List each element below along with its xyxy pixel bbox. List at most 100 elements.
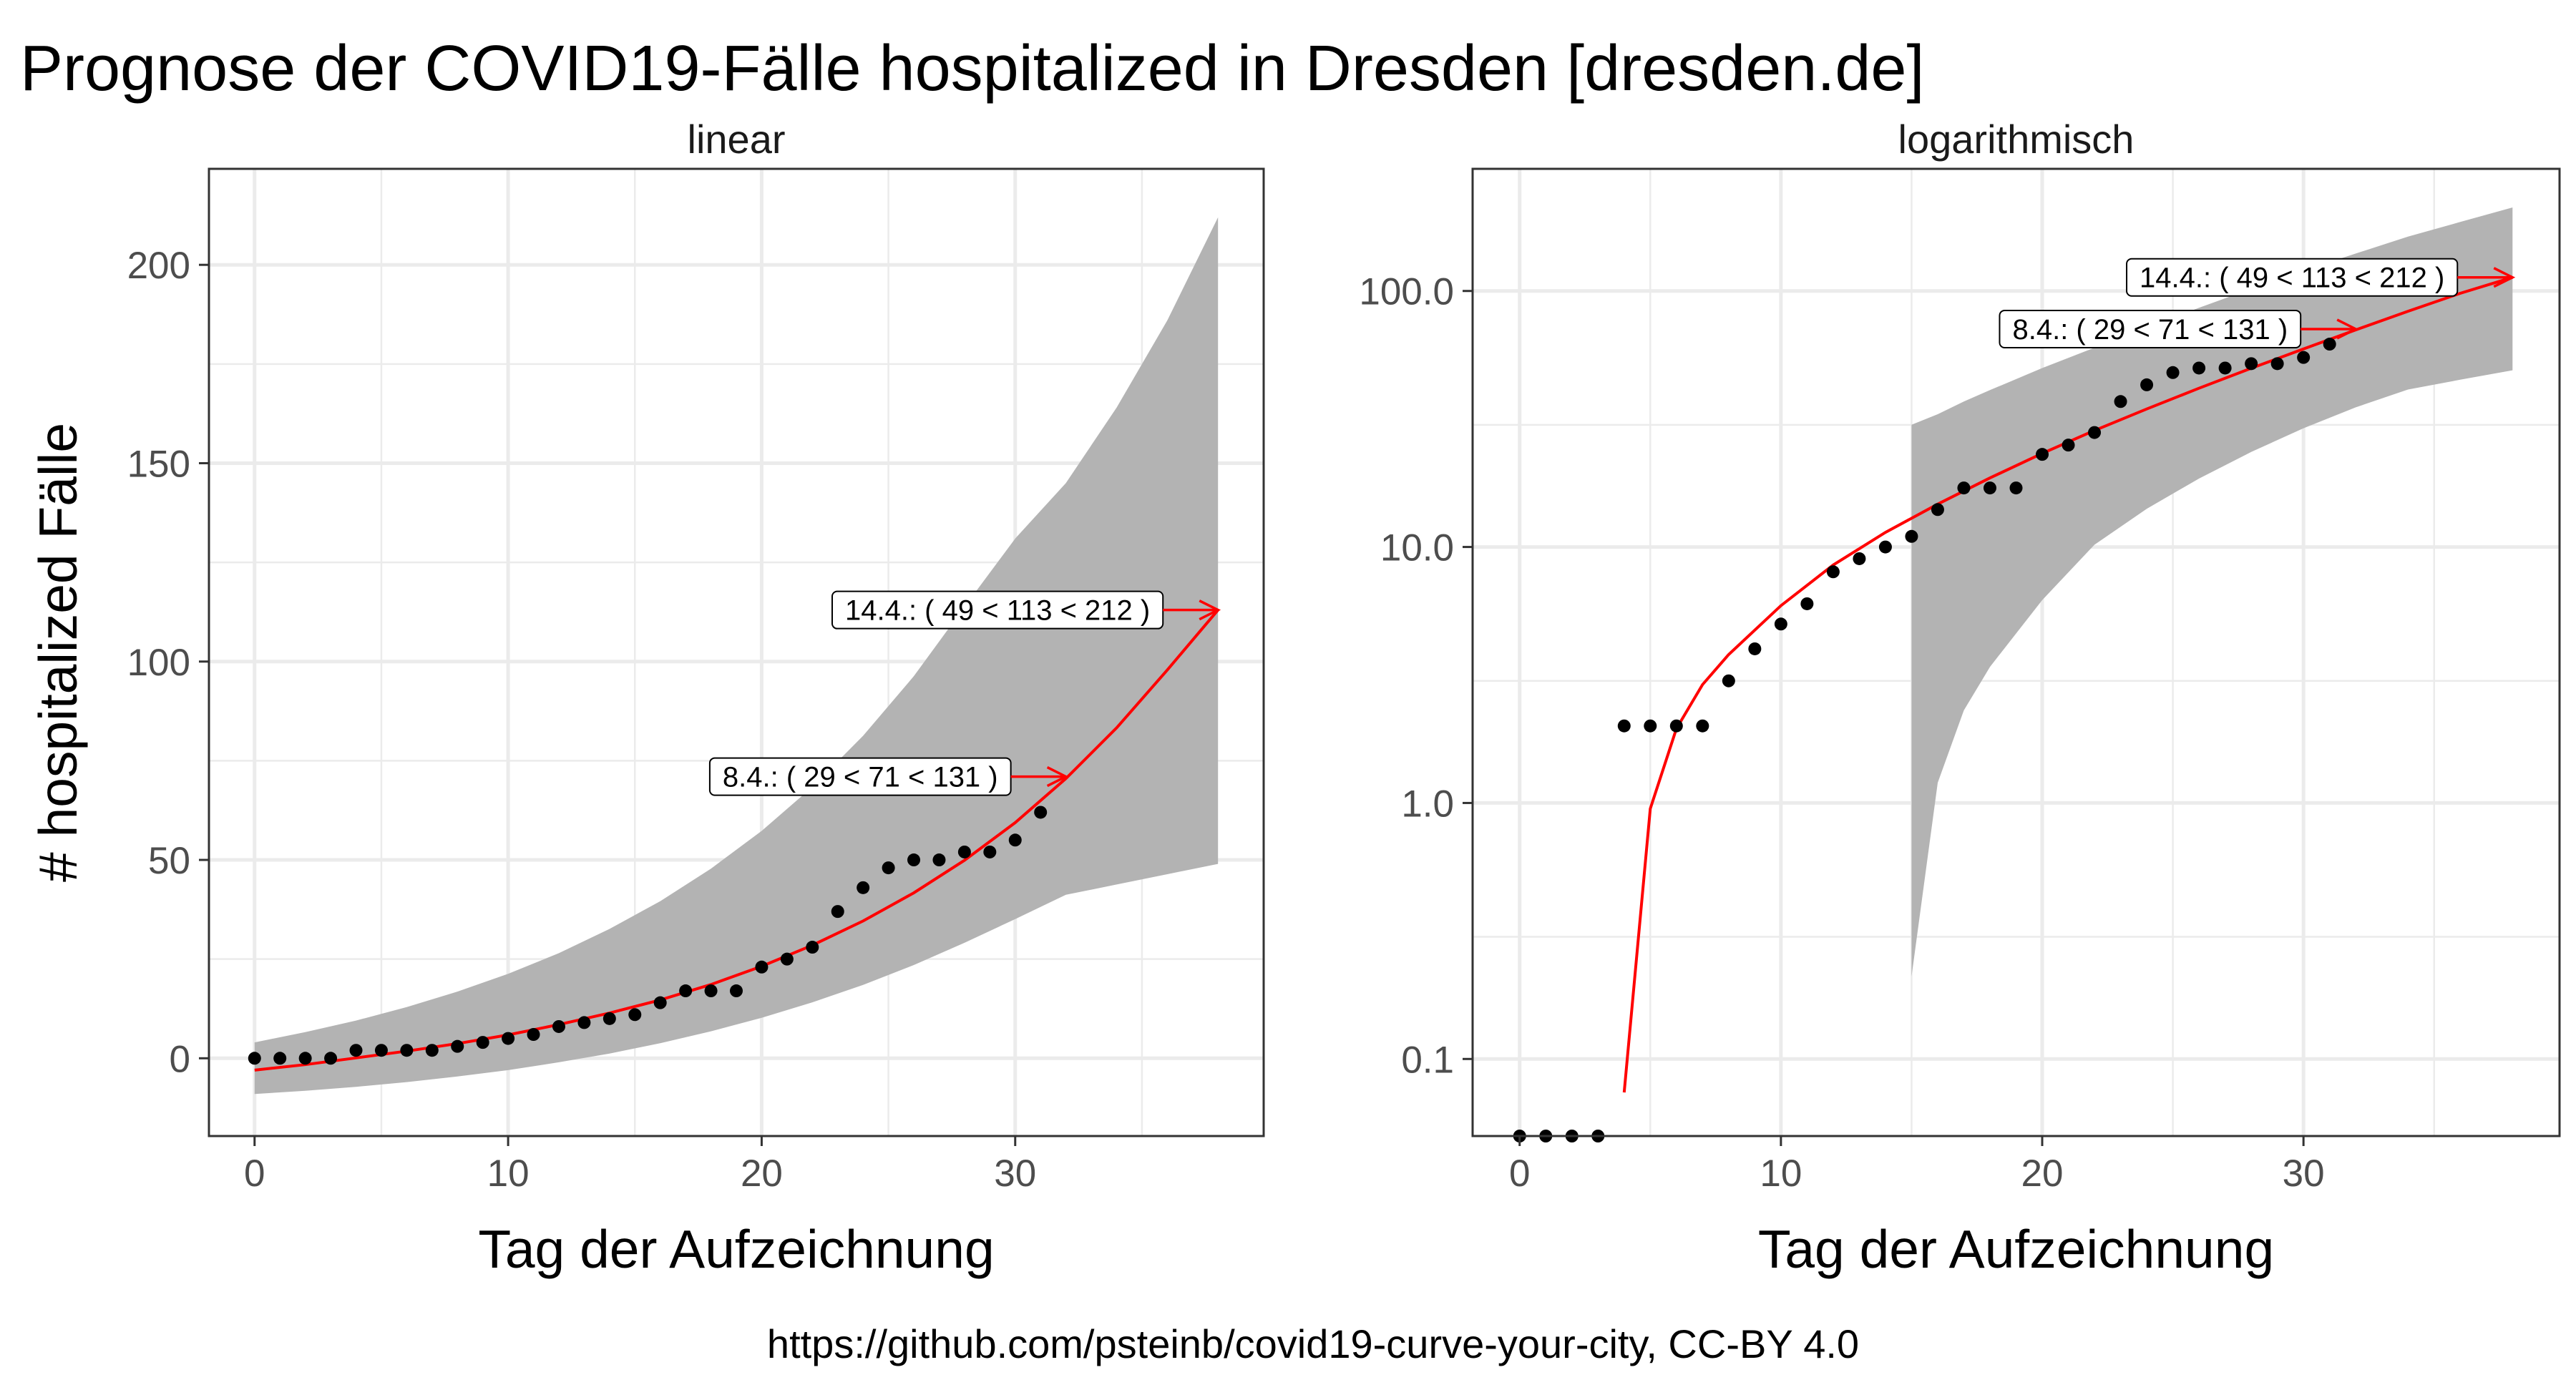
data-point <box>2140 378 2154 391</box>
data-point <box>2036 448 2049 461</box>
data-point <box>2245 357 2258 371</box>
data-point <box>324 1052 338 1065</box>
annotation-label: 8.4.: ( 29 < 71 < 131 ) <box>2012 314 2288 346</box>
y-tick-label: 0.1 <box>1401 1039 1454 1081</box>
annotation-label: 14.4.: ( 49 < 113 < 212 ) <box>2140 263 2444 294</box>
panel-border <box>1471 167 2561 1137</box>
x-axis-title: Tag der Aufzeichnung <box>478 1219 994 1279</box>
data-point <box>907 853 921 867</box>
y-tick-label: 200 <box>127 245 190 287</box>
data-point <box>2062 439 2075 452</box>
data-point <box>602 1012 616 1025</box>
data-point <box>552 1019 565 1033</box>
data-point <box>806 941 819 954</box>
caption: https://github.com/psteinb/covid19-curve… <box>767 1321 1859 1366</box>
x-tick-label: 0 <box>1509 1152 1530 1195</box>
data-point <box>957 845 971 858</box>
y-axis-title: # hospitalized Fälle <box>28 423 88 882</box>
data-point <box>1034 806 1048 819</box>
panel-logarithmisch: logarithmisch 14.4.: ( 49 < 113 < 212 ) 8.… <box>1359 117 2561 1279</box>
data-point <box>2088 426 2102 439</box>
panel-title: logarithmisch <box>1898 117 2135 162</box>
x-tick-label: 10 <box>1760 1152 1802 1195</box>
y-tick-label: 0 <box>170 1038 190 1080</box>
data-point <box>374 1044 388 1057</box>
data-point <box>1644 719 1657 733</box>
data-point <box>1931 503 1944 517</box>
x-tick-label: 0 <box>244 1152 265 1195</box>
data-point <box>755 960 769 974</box>
data-point <box>248 1052 261 1065</box>
data-point <box>679 984 693 998</box>
data-point <box>2323 338 2336 351</box>
data-point <box>400 1044 414 1057</box>
data-point <box>983 845 997 858</box>
data-point <box>1774 617 1787 631</box>
data-point <box>730 984 743 998</box>
annotation-arrowhead <box>2336 318 2359 340</box>
panel-border <box>208 167 1265 1137</box>
data-point <box>1669 719 1683 733</box>
fit-line <box>254 609 1219 1072</box>
data-point <box>1826 565 1840 579</box>
data-point <box>1957 481 1971 495</box>
data-point <box>298 1052 312 1065</box>
y-tick-label: 1.0 <box>1401 783 1454 825</box>
x-tick-label: 20 <box>741 1152 783 1195</box>
data-point <box>882 861 895 875</box>
data-point <box>425 1044 439 1057</box>
annotation-arrowhead <box>2493 267 2516 288</box>
data-point <box>2114 395 2127 408</box>
data-point <box>451 1039 464 1053</box>
data-point <box>527 1028 540 1042</box>
data-point <box>1983 481 1996 495</box>
annotation-arrowhead <box>1199 599 1221 621</box>
y-tick-label: 100.0 <box>1359 271 1454 313</box>
panel-linear: linear 14.4.: ( 49 < 113 < 212 ) 8.4.: ( 2… <box>28 117 1265 1279</box>
x-tick-label: 30 <box>994 1152 1036 1195</box>
y-tick-label: 10.0 <box>1380 527 1454 569</box>
panel-title: linear <box>688 117 786 162</box>
data-point <box>2009 481 2023 495</box>
data-point <box>831 905 844 919</box>
y-tick-label: 150 <box>127 443 190 485</box>
y-tick-label: 50 <box>148 840 190 882</box>
data-point <box>628 1008 642 1022</box>
data-point <box>1905 529 1918 543</box>
data-point <box>2166 366 2180 379</box>
x-tick-label: 20 <box>2021 1152 2064 1195</box>
data-point <box>1722 674 1735 687</box>
annotation-label: 8.4.: ( 29 < 71 < 131 ) <box>723 762 998 793</box>
x-axis-title: Tag der Aufzeichnung <box>1758 1219 2274 1279</box>
data-point <box>857 881 870 894</box>
data-point <box>476 1036 489 1049</box>
data-point <box>1853 552 1866 565</box>
data-point <box>2270 357 2284 371</box>
prediction-ribbon <box>254 217 1219 1095</box>
data-point <box>1878 540 1892 554</box>
data-point <box>349 1044 363 1057</box>
chart-title: Prognose der COVID19-Fälle hospitalized … <box>20 33 1924 104</box>
data-point <box>273 1052 287 1065</box>
data-point <box>1748 642 1762 655</box>
data-point <box>1696 719 1709 733</box>
data-point <box>1800 597 1814 610</box>
annotation-label: 14.4.: ( 49 < 113 < 212 ) <box>845 595 1150 627</box>
prediction-ribbon <box>1911 207 2513 976</box>
x-tick-label: 10 <box>487 1152 530 1195</box>
y-tick-label: 100 <box>127 642 190 684</box>
x-tick-label: 30 <box>2283 1152 2325 1195</box>
data-point <box>932 853 946 867</box>
data-point <box>2218 361 2232 375</box>
data-point <box>1008 833 1022 847</box>
data-point <box>704 984 718 998</box>
annotation-arrowhead <box>1046 766 1069 788</box>
data-point <box>780 952 794 966</box>
data-point <box>1617 719 1631 733</box>
data-point <box>577 1016 591 1029</box>
data-point <box>2192 361 2206 375</box>
data-point <box>653 996 667 1009</box>
data-point <box>2297 351 2311 364</box>
data-point <box>502 1032 515 1045</box>
